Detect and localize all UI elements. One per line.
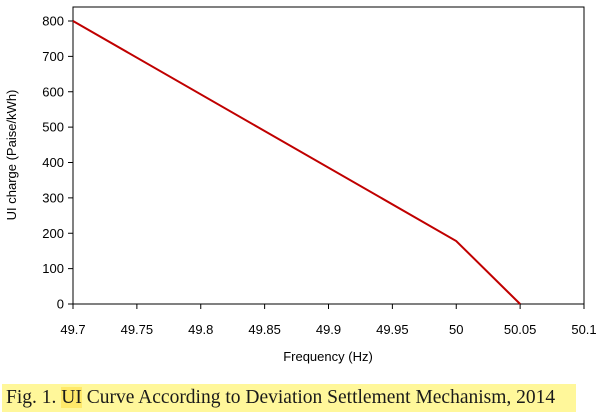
caption-prefix: Fig. 1. [6,387,62,408]
x-tick-label: 49.75 [121,322,154,337]
plot-area [72,6,585,305]
x-axis: 49.7 49.75 49.8 49.85 49.9 49.95 50 50.05 50.1 [60,304,597,337]
x-tick-label: 49.85 [248,322,281,337]
x-tick-label: 49.95 [376,322,409,337]
figure-caption: Fig. 1. UI Curve According to Deviation … [2,384,576,412]
y-tick-label: 400 [42,155,64,170]
y-tick-label: 200 [42,226,64,241]
x-tick-label: 49.7 [60,322,85,337]
caption-highlight: UI [61,387,82,408]
y-tick-label: 0 [57,297,64,312]
caption-rest: Curve According to Deviation Settlement … [81,387,556,408]
y-tick-label: 700 [42,49,64,64]
y-tick-label: 500 [42,120,64,135]
y-tick-label: 600 [42,84,64,99]
x-tick-label: 50.05 [504,322,537,337]
y-tick-label: 800 [42,14,64,29]
series-line [72,20,521,305]
x-tick-label: 49.8 [188,322,213,337]
y-tick-label: 100 [42,261,64,276]
y-axis-title: UI charge (Paise/kWh) [4,90,19,221]
x-tick-label: 49.9 [316,322,341,337]
y-tick-label: 300 [42,190,64,205]
x-tick-label: 50.1 [571,322,596,337]
x-tick-label: 50 [449,322,463,337]
y-axis: 0 100 200 300 400 500 600 700 800 [42,14,73,312]
x-axis-title: Frequency (Hz) [283,349,373,364]
